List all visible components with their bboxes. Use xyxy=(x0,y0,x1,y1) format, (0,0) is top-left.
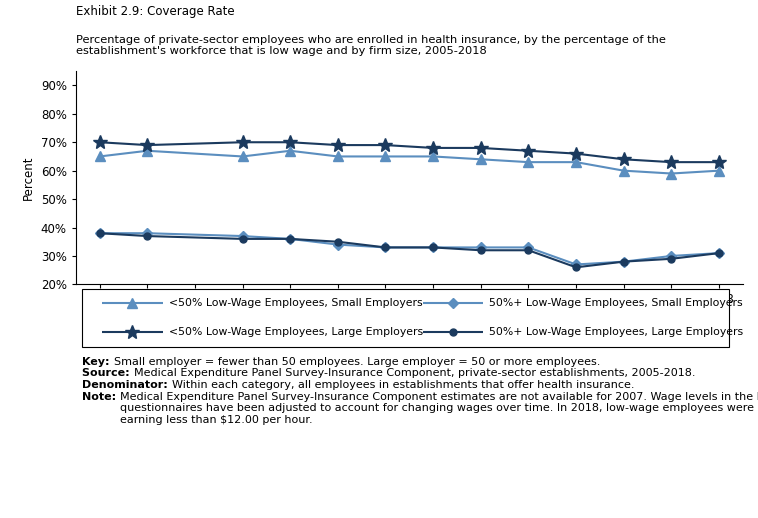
Text: <50% Low-Wage Employees, Small Employers: <50% Low-Wage Employees, Small Employers xyxy=(169,298,423,308)
Text: Percentage of private-sector employees who are enrolled in health insurance, by : Percentage of private-sector employees w… xyxy=(76,35,666,56)
Text: <50% Low-Wage Employees, Large Employers: <50% Low-Wage Employees, Large Employers xyxy=(169,327,423,337)
Text: Medical Expenditure Panel Survey-Insurance Component estimates are not available: Medical Expenditure Panel Survey-Insuran… xyxy=(121,392,758,425)
Text: Medical Expenditure Panel Survey-Insurance Component, private-sector establishme: Medical Expenditure Panel Survey-Insuran… xyxy=(134,368,696,379)
Text: Small employer = fewer than 50 employees. Large employer = 50 or more employees.: Small employer = fewer than 50 employees… xyxy=(114,357,600,367)
Text: Source:: Source: xyxy=(83,368,134,379)
Text: Exhibit 2.9: Coverage Rate: Exhibit 2.9: Coverage Rate xyxy=(76,5,234,18)
Text: Key:: Key: xyxy=(83,357,114,367)
Text: Within each category, all employees in establishments that offer health insuranc: Within each category, all employees in e… xyxy=(172,380,634,390)
FancyBboxPatch shape xyxy=(83,289,729,347)
Text: Note:: Note: xyxy=(83,392,121,402)
Y-axis label: Percent: Percent xyxy=(22,155,35,200)
Text: 50%+ Low-Wage Employees, Small Employers: 50%+ Low-Wage Employees, Small Employers xyxy=(490,298,743,308)
Text: 50%+ Low-Wage Employees, Large Employers: 50%+ Low-Wage Employees, Large Employers xyxy=(490,327,744,337)
Text: Denominator:: Denominator: xyxy=(83,380,172,390)
